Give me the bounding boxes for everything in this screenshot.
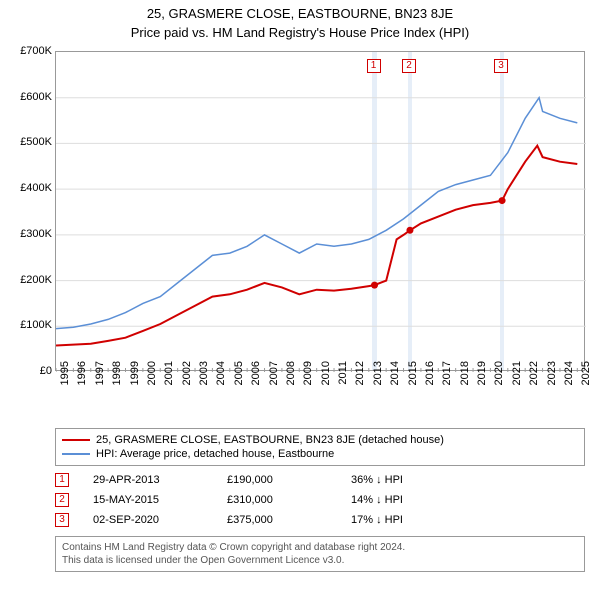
x-tick-label: 1998 — [111, 361, 126, 411]
transaction-diff: 17% ↓ HPI — [351, 514, 461, 526]
y-tick-label: £100K — [2, 319, 52, 331]
y-tick-label: £400K — [2, 182, 52, 194]
transaction-marker: 3 — [55, 513, 69, 527]
x-tick-label: 2015 — [407, 361, 422, 411]
footer-line1: Contains HM Land Registry data © Crown c… — [62, 541, 578, 554]
x-tick-label: 2018 — [459, 361, 474, 411]
x-tick-label: 2022 — [528, 361, 543, 411]
legend-item: 25, GRASMERE CLOSE, EASTBOURNE, BN23 8JE… — [62, 433, 578, 447]
x-tick-label: 2004 — [215, 361, 230, 411]
transaction-date: 15-MAY-2015 — [93, 494, 203, 506]
top-marker: 1 — [367, 59, 381, 73]
y-tick-label: £700K — [2, 45, 52, 57]
transaction-row: 3 02-SEP-2020 £375,000 17% ↓ HPI — [55, 510, 585, 530]
transactions-table: 1 29-APR-2013 £190,000 36% ↓ HPI 2 15-MAY-201… — [55, 470, 585, 530]
y-tick-label: £500K — [2, 136, 52, 148]
top-marker: 3 — [494, 59, 508, 73]
plot-area — [55, 51, 585, 371]
legend-label: 25, GRASMERE CLOSE, EASTBOURNE, BN23 8JE… — [96, 434, 444, 446]
transaction-price: £190,000 — [227, 474, 327, 486]
x-tick-label: 1995 — [59, 361, 74, 411]
x-tick-label: 2007 — [268, 361, 283, 411]
transaction-dot — [371, 282, 378, 289]
x-tick-label: 2017 — [441, 361, 456, 411]
transaction-price: £310,000 — [227, 494, 327, 506]
x-tick-label: 2008 — [285, 361, 300, 411]
x-tick-label: 2001 — [163, 361, 178, 411]
x-tick-label: 2005 — [233, 361, 248, 411]
x-tick-label: 1999 — [129, 361, 144, 411]
x-tick-label: 2000 — [146, 361, 161, 411]
x-tick-label: 1996 — [76, 361, 91, 411]
transaction-price: £375,000 — [227, 514, 327, 526]
x-tick-label: 2020 — [493, 361, 508, 411]
legend-item: HPI: Average price, detached house, East… — [62, 447, 578, 461]
transaction-date: 29-APR-2013 — [93, 474, 203, 486]
x-tick-label: 2019 — [476, 361, 491, 411]
y-tick-label: £0 — [2, 365, 52, 377]
x-tick-label: 2021 — [511, 361, 526, 411]
transaction-diff: 14% ↓ HPI — [351, 494, 461, 506]
transaction-row: 1 29-APR-2013 £190,000 36% ↓ HPI — [55, 470, 585, 490]
x-tick-label: 2014 — [389, 361, 404, 411]
chart-title-line2: Price paid vs. HM Land Registry's House … — [0, 21, 600, 46]
chart-title-line1: 25, GRASMERE CLOSE, EASTBOURNE, BN23 8JE — [0, 0, 600, 21]
x-tick-label: 2025 — [580, 361, 595, 411]
legend-swatch — [62, 453, 90, 455]
x-tick-label: 2013 — [372, 361, 387, 411]
legend: 25, GRASMERE CLOSE, EASTBOURNE, BN23 8JE… — [55, 428, 585, 466]
y-tick-label: £600K — [2, 91, 52, 103]
transaction-date: 02-SEP-2020 — [93, 514, 203, 526]
transaction-row: 2 15-MAY-2015 £310,000 14% ↓ HPI — [55, 490, 585, 510]
footer-line2: This data is licensed under the Open Gov… — [62, 554, 578, 567]
legend-swatch — [62, 439, 90, 441]
footer-attribution: Contains HM Land Registry data © Crown c… — [55, 536, 585, 572]
x-tick-label: 2003 — [198, 361, 213, 411]
x-tick-label: 2002 — [181, 361, 196, 411]
legend-label: HPI: Average price, detached house, East… — [96, 448, 334, 460]
x-tick-label: 2016 — [424, 361, 439, 411]
chart-svg — [56, 52, 586, 372]
x-tick-label: 2023 — [546, 361, 561, 411]
transaction-marker: 1 — [55, 473, 69, 487]
x-tick-label: 2011 — [337, 361, 352, 411]
series-hpi — [56, 98, 577, 329]
top-marker: 2 — [402, 59, 416, 73]
x-tick-label: 2012 — [354, 361, 369, 411]
chart-container: 25, GRASMERE CLOSE, EASTBOURNE, BN23 8JE… — [0, 0, 600, 590]
transaction-dot — [406, 227, 413, 234]
chart-area: £0 £100K £200K £300K £400K £500K £600K £700K 199… — [0, 46, 600, 426]
transaction-marker: 2 — [55, 493, 69, 507]
y-tick-label: £300K — [2, 228, 52, 240]
transaction-dot — [499, 197, 506, 204]
x-tick-label: 1997 — [94, 361, 109, 411]
x-tick-label: 2024 — [563, 361, 578, 411]
x-tick-label: 2010 — [320, 361, 335, 411]
transaction-diff: 36% ↓ HPI — [351, 474, 461, 486]
x-tick-label: 2006 — [250, 361, 265, 411]
y-tick-label: £200K — [2, 274, 52, 286]
series-price_paid — [56, 146, 577, 346]
x-tick-label: 2009 — [302, 361, 317, 411]
